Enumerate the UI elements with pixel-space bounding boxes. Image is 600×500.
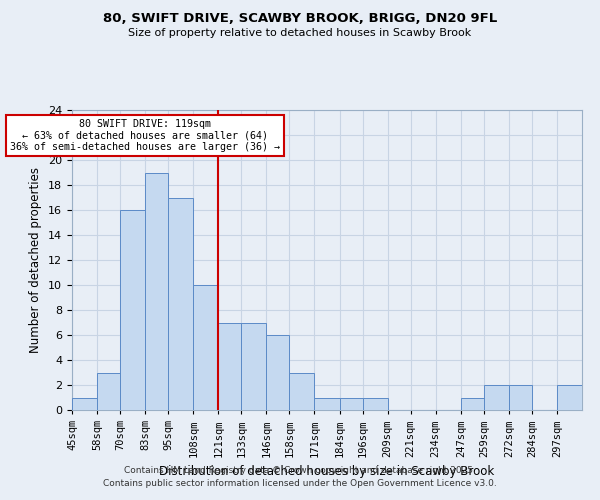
Bar — [97, 372, 120, 410]
Bar — [314, 398, 340, 410]
Bar — [145, 172, 168, 410]
Text: 80 SWIFT DRIVE: 119sqm
← 63% of detached houses are smaller (64)
36% of semi-det: 80 SWIFT DRIVE: 119sqm ← 63% of detached… — [10, 118, 280, 152]
Bar — [557, 385, 582, 410]
Bar — [266, 335, 289, 410]
Bar — [340, 398, 362, 410]
Bar — [509, 385, 532, 410]
Text: 80, SWIFT DRIVE, SCAWBY BROOK, BRIGG, DN20 9FL: 80, SWIFT DRIVE, SCAWBY BROOK, BRIGG, DN… — [103, 12, 497, 26]
X-axis label: Distribution of detached houses by size in Scawby Brook: Distribution of detached houses by size … — [160, 465, 494, 478]
Bar — [289, 372, 314, 410]
Bar — [193, 285, 218, 410]
Y-axis label: Number of detached properties: Number of detached properties — [29, 167, 43, 353]
Bar — [120, 210, 145, 410]
Bar — [362, 398, 388, 410]
Bar — [461, 398, 484, 410]
Bar — [72, 398, 97, 410]
Bar — [241, 322, 266, 410]
Text: Size of property relative to detached houses in Scawby Brook: Size of property relative to detached ho… — [128, 28, 472, 38]
Bar — [168, 198, 193, 410]
Text: Contains HM Land Registry data © Crown copyright and database right 2025.
Contai: Contains HM Land Registry data © Crown c… — [103, 466, 497, 487]
Bar — [218, 322, 241, 410]
Bar — [484, 385, 509, 410]
